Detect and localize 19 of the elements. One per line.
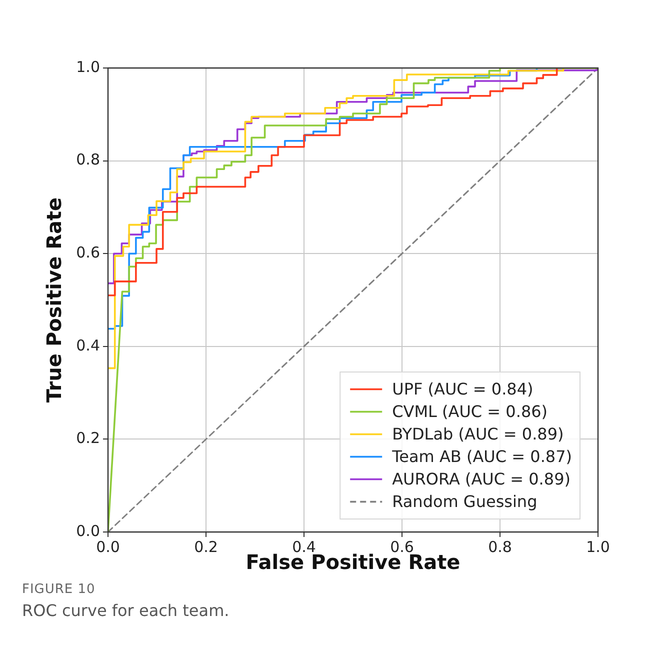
- y-tick-label: 0.8: [76, 150, 100, 169]
- x-tick-label: 0.0: [96, 538, 120, 556]
- y-tick-label: 0.4: [76, 336, 100, 354]
- y-axis-title: True Positive Rate: [42, 197, 66, 403]
- y-tick-label: 0.2: [76, 429, 100, 448]
- y-tick-label: 1.0: [76, 58, 100, 76]
- legend-label: Random Guessing: [392, 492, 538, 511]
- legend-label: UPF (AUC = 0.84): [392, 379, 534, 398]
- x-tick-label: 0.2: [194, 538, 218, 556]
- text: ROC curve for each team.: [22, 601, 230, 620]
- x-tick-label: 1.0: [586, 538, 610, 556]
- legend-label: AURORA (AUC = 0.89): [392, 469, 570, 488]
- y-tick-label: 0.6: [76, 243, 100, 262]
- legend-label: Team AB (AUC = 0.87): [391, 446, 572, 466]
- caption: FIGURE 10: [22, 582, 96, 597]
- legend-label: CVML (AUC = 0.86): [392, 402, 548, 421]
- x-tick-label: 0.8: [488, 538, 512, 556]
- y-tick-label: 0.0: [76, 522, 100, 540]
- legend-label: BYDLab (AUC = 0.89): [392, 424, 564, 444]
